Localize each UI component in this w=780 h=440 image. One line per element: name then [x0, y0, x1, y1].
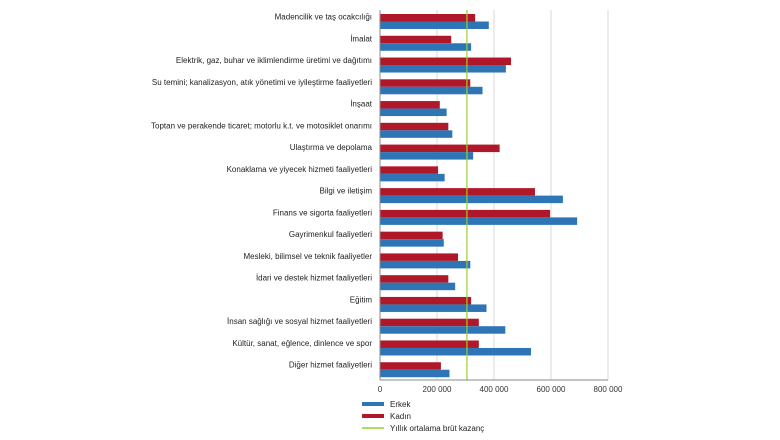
bar-erkek — [380, 326, 506, 334]
category-label: Finans ve sigorta faaliyetleri — [273, 208, 372, 217]
bar-kadin — [380, 166, 439, 174]
bars-layer — [380, 14, 578, 378]
bar-erkek — [380, 173, 445, 182]
bar-kadin — [380, 57, 512, 66]
bar-erkek — [380, 347, 531, 356]
legend-swatch-erkek — [362, 402, 384, 406]
bar-erkek — [380, 65, 506, 73]
category-label: Elektrik, gaz, buhar ve iklimlendirme ür… — [176, 56, 372, 65]
bar-erkek — [380, 282, 456, 291]
bar-kadin — [380, 318, 479, 327]
x-tick-label: 400 000 — [480, 385, 509, 394]
legend-label-average: Yıllık ortalama brüt kazanç — [390, 424, 484, 433]
category-label: Toptan ve perakende ticaret; motorlu k.t… — [151, 121, 372, 130]
bar-kadin — [380, 14, 476, 22]
category-label: Kültür, sanat, eğlence, dinlence ve spor — [232, 339, 372, 348]
category-label: İnşaat — [350, 100, 373, 109]
bar-erkek — [380, 152, 474, 160]
bar-kadin — [380, 144, 500, 153]
bar-erkek — [380, 369, 450, 378]
legend: Erkek Kadın Yıllık ortalama brüt kazanç — [362, 400, 484, 433]
category-label: Su temini; kanalizasyon, atık yönetimi v… — [152, 78, 372, 87]
category-label: Bilgi ve iletişim — [320, 187, 373, 196]
bar-kadin — [380, 231, 443, 240]
bar-erkek — [380, 239, 444, 247]
bar-erkek — [380, 130, 453, 138]
bar-kadin — [380, 209, 551, 218]
category-label: Diğer hizmet faaliyetleri — [289, 361, 372, 370]
bar-erkek — [380, 260, 471, 269]
bar-erkek — [380, 86, 483, 95]
bar-erkek — [380, 304, 487, 312]
category-labels: Madencilik ve taş ocakcılığı İmalat Elektr… — [151, 13, 373, 370]
category-label: İdari ve destek hizmet faaliyetleri — [256, 274, 372, 283]
x-tick-labels: 0 200 000 400 000 600 000 800 000 — [378, 385, 623, 394]
bar-erkek — [380, 108, 447, 117]
legend-label-erkek: Erkek — [390, 400, 411, 409]
legend-swatch-kadin — [362, 414, 384, 418]
x-tick-label: 0 — [378, 385, 383, 394]
category-label: Konaklama ve yiyecek hizmeti faaliyetler… — [227, 165, 373, 174]
category-label: Eğitim — [350, 295, 373, 304]
bar-kadin — [380, 101, 440, 109]
bar-kadin — [380, 362, 441, 370]
category-label: İmalat — [350, 34, 373, 43]
category-label: Ulaştırma ve depolama — [290, 143, 373, 152]
bar-kadin — [380, 296, 472, 305]
x-tick-label: 600 000 — [537, 385, 566, 394]
category-label: Mesleki, bilimsel ve teknik faaliyetler — [244, 252, 373, 261]
category-label: İnsan sağlığı ve sosyal hizmet faaliyetl… — [227, 317, 372, 326]
bar-kadin — [380, 275, 449, 283]
category-label: Madencilik ve taş ocakcılığı — [275, 13, 372, 22]
bar-kadin — [380, 122, 449, 131]
x-tick-label: 200 000 — [423, 385, 452, 394]
bar-erkek — [380, 43, 472, 51]
bar-kadin — [380, 340, 479, 348]
x-tick-label: 800 000 — [594, 385, 623, 394]
bar-erkek — [380, 195, 563, 204]
bar-erkek — [380, 21, 489, 29]
bar-kadin — [380, 79, 471, 87]
category-label: Gayrimenkul faaliyetleri — [289, 230, 372, 239]
bar-erkek — [380, 217, 578, 225]
bar-kadin — [380, 188, 535, 196]
legend-label-kadin: Kadın — [390, 412, 411, 421]
bar-kadin — [380, 253, 459, 261]
bar-kadin — [380, 35, 452, 44]
